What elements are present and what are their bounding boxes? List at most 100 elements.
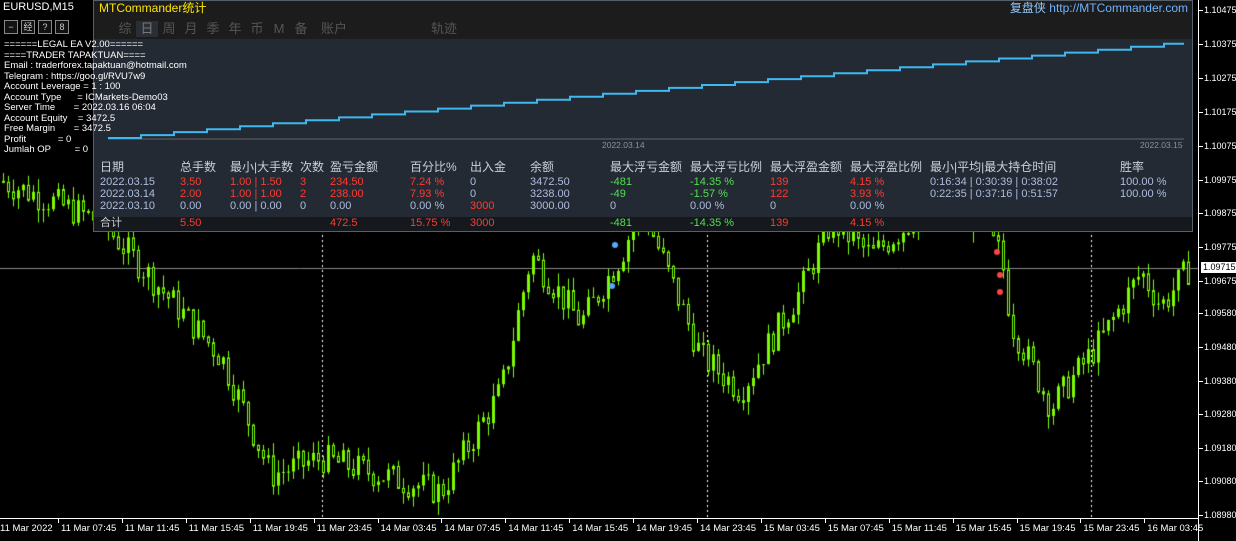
price-tick [1199,10,1203,11]
brand-url[interactable]: http://MTCommander.com [1049,1,1188,15]
cell: 0.00 % [410,200,445,212]
tab[interactable] [378,21,400,37]
toolbar-button[interactable]: 8 [55,20,69,34]
tab[interactable]: 综 [118,21,132,36]
info-line: Email : traderforex.tapaktuan@hotmail.co… [4,60,187,71]
tab[interactable]: 月 [184,21,198,36]
cell: 最大浮亏金额 [610,160,683,174]
price-tick [1199,44,1203,45]
panel-title: MTCommander统计 [99,1,207,15]
equity-date-label: 2022.03.15 [1140,140,1183,150]
time-tick [888,519,890,523]
cell: 0 [470,188,477,200]
price-tick [1199,381,1203,382]
time-axis[interactable]: 11 Mar 2022 11 Mar 07:45 11 Mar 11:45 11 Ma… [0,518,1203,541]
cell: 3.93 % [850,188,885,200]
time-label: 11 Mar 07:45 [61,523,117,534]
mtcommander-stats-panel: MTCommander统计 复盘侠 http://MTCommander.com… [93,0,1193,232]
toolbar-button[interactable]: ? [38,20,52,34]
time-label: 15 Mar 23:45 [1083,523,1140,534]
time-label: 15 Mar 07:45 [827,523,884,534]
time-label: 15 Mar 19:45 [1019,523,1076,534]
tab[interactable]: 年 [228,21,242,36]
cell: 4.15 % [850,176,885,188]
cell: 3 [300,176,307,188]
cell: -49 [610,188,626,200]
price-label: 1.09080 [1204,476,1236,486]
time-tick [1144,519,1146,523]
price-label: 1.10075 [1204,141,1236,151]
time-label: 14 Mar 11:45 [508,523,564,534]
time-tick [952,519,954,523]
cell: 0 [770,200,777,212]
toolbar-button[interactable]: − [4,20,18,34]
price-tick [1199,448,1203,449]
time-tick [1016,519,1018,523]
toolbar-button[interactable]: 经 [21,20,35,34]
time-tick [249,519,251,523]
tab[interactable]: 周 [162,21,176,36]
tab[interactable]: 备 [294,21,308,36]
tab[interactable]: 季 [206,21,220,36]
time-label: 11 Mar 15:45 [188,523,245,534]
time-label: 14 Mar 15:45 [572,523,629,534]
time-label: 15 Mar 03:45 [763,523,820,534]
info-line: ======LEGAL EA V2.00====== [4,39,144,50]
price-tick [1199,112,1203,113]
ea-info-block: ======LEGAL EA V2.00====== ====TRADER TAP… [4,39,187,156]
cell: 2 [300,188,307,200]
tab[interactable]: M [273,21,285,36]
time-tick [185,519,187,523]
cell: 盈亏金额 [330,160,379,174]
time-tick [377,519,379,523]
table-header: 日期 总手数 最小|大手数 次数 盈亏金额 百分比% 出入金 余额 最大浮亏金额 最大浮亏比例 最大… [94,160,1192,174]
cell: 0.00 | 0.00 [230,200,282,212]
cell: -14.35 % [690,176,735,188]
time-label: 11 Mar 11:45 [124,523,180,534]
price-label: 1.10275 [1204,73,1236,83]
price-tick [1199,313,1203,314]
price-tick [1199,414,1203,415]
cell: 0 [610,200,617,212]
cell: 3000.00 [530,200,570,212]
price-tick [1199,213,1203,214]
price-label: 1.08980 [1204,510,1236,520]
cell: 7.24 % [410,176,445,188]
tab[interactable]: 日 [136,21,158,37]
cell: 1.00 | 1.50 [230,176,282,188]
time-label: 15 Mar 15:45 [955,523,1012,534]
tab[interactable] [400,21,422,37]
cell: 238.00 [330,188,364,200]
cell: 最大浮亏比例 [690,160,763,174]
tab[interactable]: 轨迹 [430,21,457,36]
cell: 最小|平均|最大持仓时间 [930,160,1057,174]
cell: 7.93 % [410,188,445,200]
cell: 15.75 % [410,217,451,229]
cell: 0:16:34 | 0:30:39 | 0:38:02 [930,176,1059,188]
cell: 合计 [100,217,122,229]
cell: 2022.03.10 [100,200,156,212]
panel-header: MTCommander统计 复盘侠 http://MTCommander.com… [94,1,1192,39]
tab[interactable]: 账户 [320,21,347,36]
tab[interactable]: 币 [250,21,264,36]
cell: 139 [770,217,789,229]
tab[interactable] [356,21,378,37]
table-row: 2022.03.10 0.00 0.00 | 0.00 0 0.00 0.00 % 3000… [94,200,1192,213]
time-label: 11 Mar 2022 [0,523,53,534]
time-tick [121,519,123,523]
time-tick [697,519,698,523]
brand-link[interactable]: 复盘侠 http://MTCommander.com [1010,1,1188,16]
cell: 日期 [100,160,125,174]
time-tick [441,519,443,523]
price-tick [1199,78,1203,79]
cell: 0.00 % [850,200,885,212]
cell: 100.00 % [1120,176,1167,188]
cell: 最大浮盈金额 [770,160,843,174]
price-label: 1.09775 [1204,242,1236,252]
price-axis[interactable]: 1.09715 1.10475 1.10375 1.10275 1.10175 1.10… [1198,0,1236,541]
cell: 出入金 [470,160,507,174]
price-label: 1.09380 [1204,376,1236,386]
cell: 0 [300,200,307,212]
time-tick [824,519,826,523]
cell: 472.5 [330,217,358,229]
